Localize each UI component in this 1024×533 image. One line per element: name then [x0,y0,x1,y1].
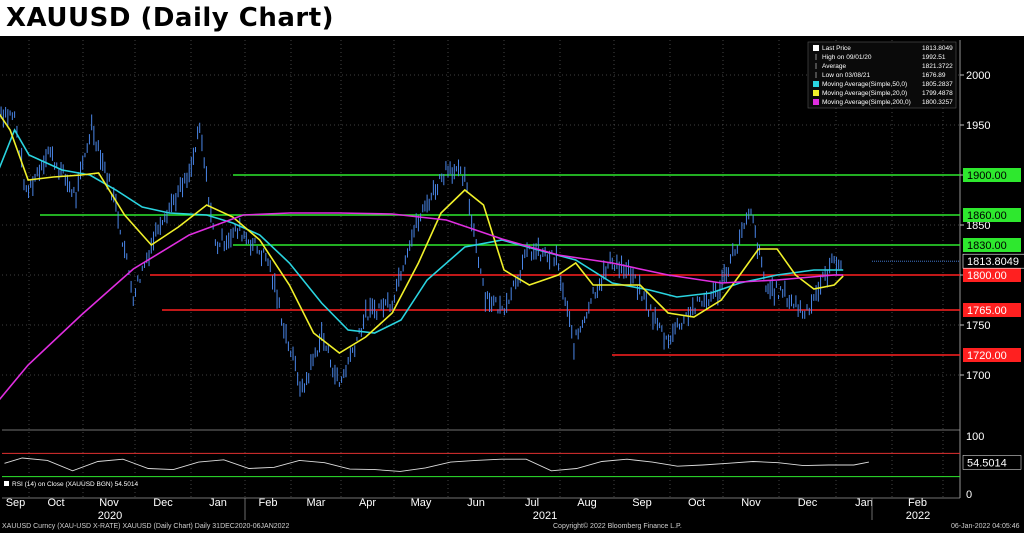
legend-value: 1821.3722 [922,63,953,70]
level-box-1830 [963,238,1021,252]
level-box-1860 [963,208,1021,222]
legend-swatch [813,90,819,96]
price-chart: 17001750180018501900195020001900.001860.… [0,40,1024,520]
x-tick-label: Mar [307,497,326,509]
legend-value: 1800.3257 [922,99,953,106]
x-tick-label: Apr [359,497,376,509]
rsi-legend-swatch [4,481,9,486]
x-tick-label: Oct [688,497,705,509]
legend-swatch [813,81,819,87]
y-tick-label: 1750 [966,320,990,332]
rsi-legend-label: RSI (14) on Close (XAUUSD BGN) 54.5014 [12,481,138,488]
footer-copyright: Copyright© 2022 Bloomberg Finance L.P. [553,523,682,530]
legend-label: High on 09/01/20 [822,54,872,61]
legend-swatch [813,45,819,51]
legend-value: 1813.8049 [922,45,953,52]
footer: XAUUSD Curncy (XAU-USD X-RATE) XAUUSD (D… [0,520,1024,533]
level-label-1720: 1720.00 [967,350,1007,362]
y-tick-label: 1850 [966,220,990,232]
x-tick-label: Nov [99,497,119,509]
last-price-box [962,253,1024,269]
y-tick-label: 2000 [966,70,990,82]
last-price-label: 1813.8049 [967,256,1019,268]
legend-label: Moving Average(Simple,50,0) [822,81,907,88]
y-tick-label: 1700 [966,370,990,382]
main-plot-area [2,40,960,430]
footer-source: XAUUSD Curncy (XAU-USD X-RATE) XAUUSD (D… [2,523,290,530]
series-moving-average-simple-20-0- [0,113,844,354]
x-tick-label: Feb [259,497,278,509]
rsi-line [4,457,869,472]
x-tick-label: May [411,497,432,509]
rsi-value-box [962,455,1022,470]
level-box-1720 [963,348,1021,362]
rsi-value-label: 54.5014 [967,457,1007,469]
legend-value: 1992.51 [922,54,946,61]
legend-box [807,41,957,109]
x-tick-label: Nov [741,497,761,509]
chart-title-bar: XAUUSD (Daily Chart) [0,0,1024,36]
legend-value: 1805.2837 [922,81,953,88]
x-tick-label: Aug [577,497,597,509]
rsi-y-tick: 100 [966,431,984,443]
level-label-1860: 1860.00 [967,210,1007,222]
level-label-1830: 1830.00 [967,240,1007,252]
x-tick-label: Jan [209,497,227,509]
level-label-1800: 1800.00 [967,270,1007,282]
x-tick-label: Jan [855,497,873,509]
level-box-1900 [963,168,1021,182]
level-box-1800 [963,268,1021,282]
x-year-label: 2022 [906,510,930,520]
series-moving-average-simple-50-0- [0,128,844,334]
legend-label: Average [822,63,846,70]
x-year-label: 2021 [533,510,557,520]
legend-label: Moving Average(Simple,20,0) [822,90,907,97]
legend-value: 1799.4878 [922,90,953,97]
legend-swatch [813,99,819,105]
x-tick-label: Feb [908,497,927,509]
chart-title: XAUUSD (Daily Chart) [6,3,335,33]
series-moving-average-simple-200-0- [0,212,844,401]
x-tick-label: Jul [525,497,539,509]
legend-label: Last Price [822,45,851,52]
level-label-1765: 1765.00 [967,305,1007,317]
level-box-1765 [963,303,1021,317]
x-tick-label: Dec [798,497,818,509]
footer-timestamp: 06-Jan-2022 04:05:46 [951,523,1020,530]
legend-label: Moving Average(Simple,200,0) [822,99,911,106]
x-year-label: 2020 [98,510,122,520]
x-tick-label: Oct [47,497,64,509]
y-tick-label: 1950 [966,120,990,132]
x-tick-label: Dec [153,497,173,509]
legend-value: 1676.89 [922,72,946,79]
rsi-y-tick: 0 [966,489,972,501]
level-label-1900: 1900.00 [967,170,1007,182]
x-tick-label: Jun [467,497,485,509]
x-tick-label: Sep [632,497,652,509]
x-tick-label: Sep [6,497,26,509]
legend-label: Low on 03/08/21 [822,72,870,79]
